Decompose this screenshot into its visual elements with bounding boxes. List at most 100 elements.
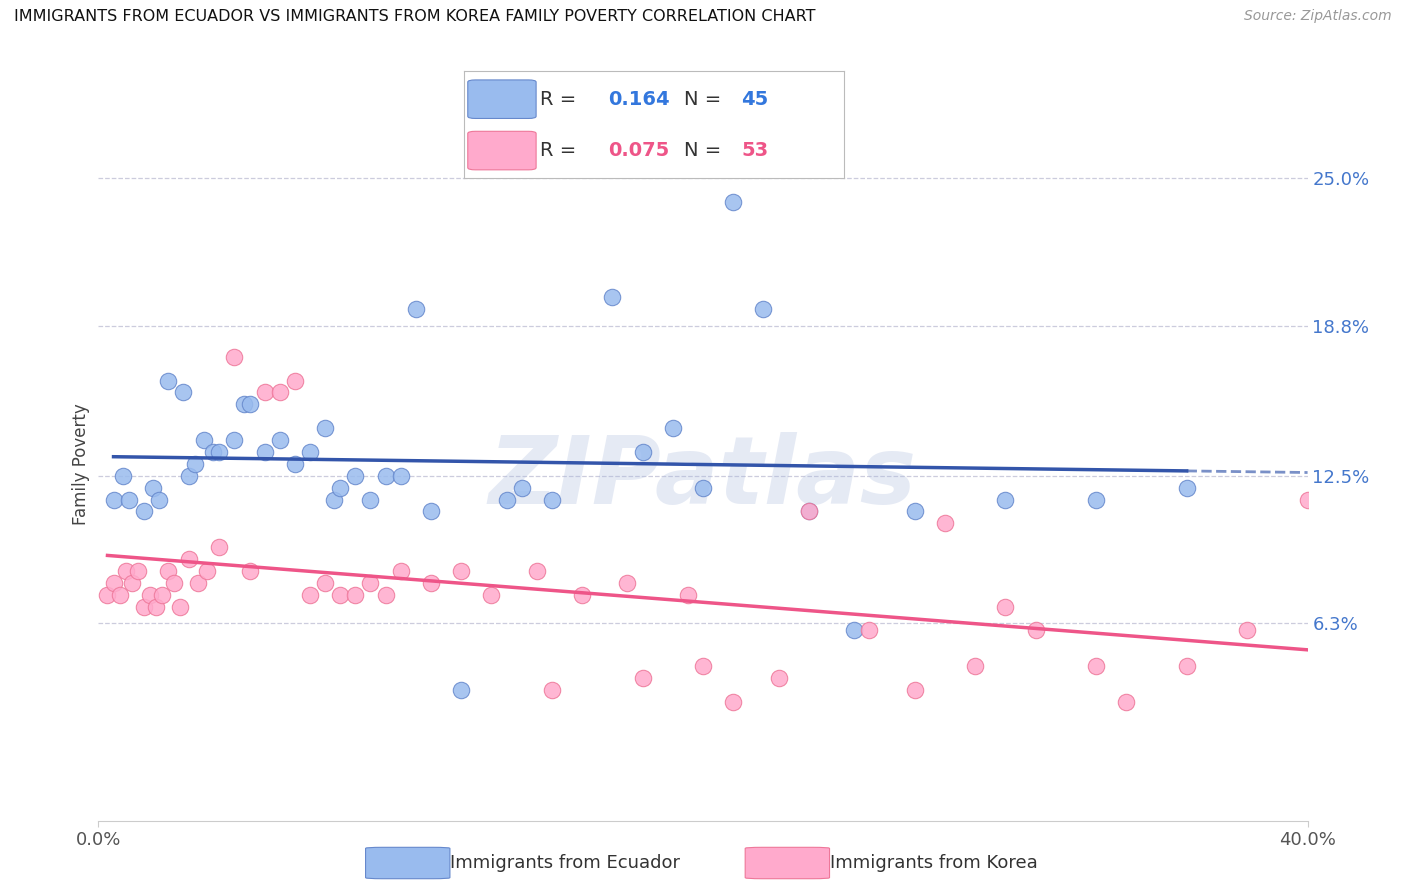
- Text: N =: N =: [685, 141, 728, 160]
- Point: [329, 588, 352, 602]
- Point: [631, 445, 654, 459]
- Point: [631, 671, 654, 685]
- Point: [904, 682, 927, 697]
- Point: [360, 575, 382, 590]
- Point: [374, 468, 396, 483]
- Point: [232, 397, 254, 411]
- Point: [752, 302, 775, 317]
- Point: [208, 445, 231, 459]
- Text: 0.164: 0.164: [609, 90, 669, 109]
- Point: [420, 575, 443, 590]
- Point: [103, 575, 125, 590]
- Point: [103, 492, 125, 507]
- Point: [179, 468, 201, 483]
- Point: [127, 564, 149, 578]
- Point: [723, 195, 745, 210]
- Point: [156, 564, 179, 578]
- Point: [132, 599, 155, 614]
- Point: [121, 575, 143, 590]
- Point: [96, 588, 118, 602]
- Point: [541, 492, 564, 507]
- Text: 0.075: 0.075: [609, 141, 669, 160]
- Point: [602, 290, 624, 304]
- Point: [360, 492, 382, 507]
- Point: [768, 671, 790, 685]
- Point: [797, 504, 820, 518]
- Point: [111, 468, 134, 483]
- Point: [723, 695, 745, 709]
- Point: [202, 445, 225, 459]
- Point: [1175, 659, 1198, 673]
- Point: [187, 575, 209, 590]
- FancyBboxPatch shape: [468, 80, 536, 119]
- Point: [269, 385, 291, 400]
- Point: [965, 659, 987, 673]
- Point: [389, 564, 412, 578]
- Text: 53: 53: [741, 141, 768, 160]
- Text: Immigrants from Korea: Immigrants from Korea: [830, 854, 1038, 872]
- Point: [692, 659, 714, 673]
- Point: [797, 504, 820, 518]
- Point: [571, 588, 593, 602]
- Point: [314, 575, 336, 590]
- Point: [193, 433, 215, 447]
- Point: [284, 457, 307, 471]
- Y-axis label: Family Poverty: Family Poverty: [72, 403, 90, 524]
- Point: [1175, 481, 1198, 495]
- Point: [163, 575, 186, 590]
- Point: [450, 682, 472, 697]
- Text: N =: N =: [685, 90, 728, 109]
- Text: Immigrants from Ecuador: Immigrants from Ecuador: [450, 854, 681, 872]
- Point: [389, 468, 412, 483]
- Point: [195, 564, 218, 578]
- Point: [184, 457, 207, 471]
- Point: [1085, 492, 1108, 507]
- Point: [142, 481, 165, 495]
- Point: [179, 552, 201, 566]
- Text: 45: 45: [741, 90, 768, 109]
- Point: [269, 433, 291, 447]
- Point: [344, 468, 367, 483]
- Point: [374, 588, 396, 602]
- Point: [253, 385, 276, 400]
- Point: [132, 504, 155, 518]
- Point: [148, 492, 170, 507]
- Point: [253, 445, 276, 459]
- Point: [481, 588, 503, 602]
- FancyBboxPatch shape: [366, 847, 450, 879]
- Point: [858, 624, 880, 638]
- Point: [284, 374, 307, 388]
- Point: [994, 599, 1017, 614]
- Point: [1085, 659, 1108, 673]
- Point: [299, 588, 322, 602]
- Point: [510, 481, 533, 495]
- Point: [405, 302, 427, 317]
- Point: [114, 564, 136, 578]
- Point: [420, 504, 443, 518]
- Text: IMMIGRANTS FROM ECUADOR VS IMMIGRANTS FROM KOREA FAMILY POVERTY CORRELATION CHAR: IMMIGRANTS FROM ECUADOR VS IMMIGRANTS FR…: [14, 9, 815, 24]
- Point: [299, 445, 322, 459]
- Point: [169, 599, 191, 614]
- Point: [662, 421, 685, 435]
- Point: [616, 575, 638, 590]
- Point: [239, 397, 262, 411]
- Text: R =: R =: [540, 90, 582, 109]
- Point: [495, 492, 517, 507]
- Point: [1115, 695, 1137, 709]
- Point: [224, 433, 246, 447]
- Point: [450, 564, 472, 578]
- Point: [329, 481, 352, 495]
- Point: [676, 588, 699, 602]
- Point: [1236, 624, 1258, 638]
- Point: [934, 516, 956, 531]
- Point: [118, 492, 141, 507]
- Point: [239, 564, 262, 578]
- Point: [145, 599, 167, 614]
- Point: [172, 385, 194, 400]
- Point: [139, 588, 162, 602]
- Point: [208, 540, 231, 554]
- Point: [1296, 492, 1319, 507]
- Text: ZIPatlas: ZIPatlas: [489, 432, 917, 524]
- Point: [844, 624, 866, 638]
- Text: Source: ZipAtlas.com: Source: ZipAtlas.com: [1244, 9, 1392, 23]
